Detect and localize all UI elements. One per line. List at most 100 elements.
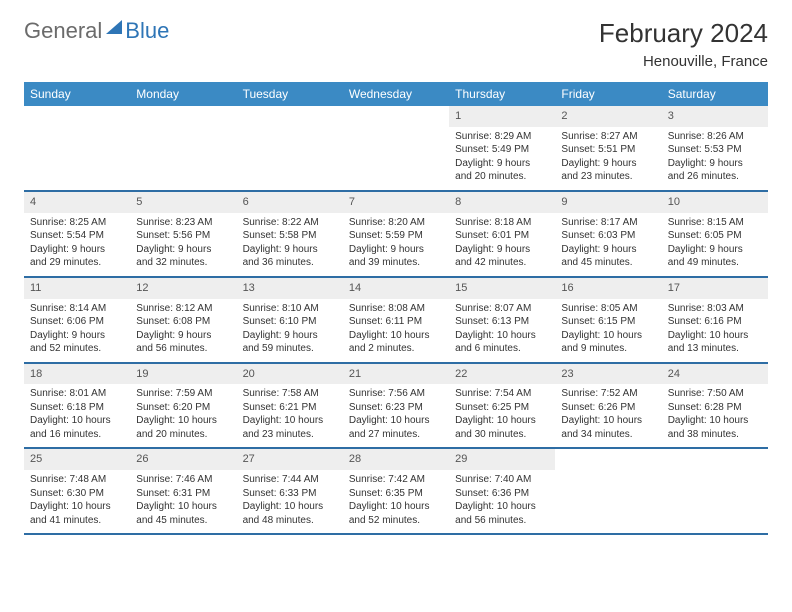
day-cell: 10Sunrise: 8:15 AMSunset: 6:05 PMDayligh…	[662, 192, 768, 276]
daylight-line-2: and 26 minutes.	[668, 170, 762, 184]
day-cell: 22Sunrise: 7:54 AMSunset: 6:25 PMDayligh…	[449, 364, 555, 448]
sunset-line: Sunset: 6:36 PM	[455, 487, 549, 501]
sunset-line: Sunset: 6:23 PM	[349, 401, 443, 415]
sunrise-line: Sunrise: 7:50 AM	[668, 387, 762, 401]
day-cell: 17Sunrise: 8:03 AMSunset: 6:16 PMDayligh…	[662, 278, 768, 362]
sunset-line: Sunset: 5:51 PM	[561, 143, 655, 157]
day-number: 23	[555, 364, 661, 385]
daylight-line-1: Daylight: 10 hours	[136, 500, 230, 514]
day-number: 26	[130, 449, 236, 470]
sunset-line: Sunset: 6:03 PM	[561, 229, 655, 243]
sunrise-line: Sunrise: 8:23 AM	[136, 216, 230, 230]
day-number-empty	[24, 106, 130, 125]
sunrise-line: Sunrise: 8:26 AM	[668, 130, 762, 144]
day-number-empty	[555, 449, 661, 468]
sunset-line: Sunset: 5:49 PM	[455, 143, 549, 157]
sunset-line: Sunset: 6:10 PM	[243, 315, 337, 329]
weekday-header-row: SundayMondayTuesdayWednesdayThursdayFrid…	[24, 82, 768, 106]
weekday-header: Monday	[130, 82, 236, 106]
sunrise-line: Sunrise: 7:54 AM	[455, 387, 549, 401]
day-body: Sunrise: 7:52 AMSunset: 6:26 PMDaylight:…	[555, 384, 661, 447]
day-number: 2	[555, 106, 661, 127]
day-body: Sunrise: 8:01 AMSunset: 6:18 PMDaylight:…	[24, 384, 130, 447]
daylight-line-1: Daylight: 9 hours	[243, 243, 337, 257]
daylight-line-2: and 16 minutes.	[30, 428, 124, 442]
logo-text-gray: General	[24, 18, 102, 44]
day-body: Sunrise: 7:50 AMSunset: 6:28 PMDaylight:…	[662, 384, 768, 447]
sunrise-line: Sunrise: 7:56 AM	[349, 387, 443, 401]
day-cell: 29Sunrise: 7:40 AMSunset: 6:36 PMDayligh…	[449, 449, 555, 533]
day-cell: 16Sunrise: 8:05 AMSunset: 6:15 PMDayligh…	[555, 278, 661, 362]
day-body: Sunrise: 7:54 AMSunset: 6:25 PMDaylight:…	[449, 384, 555, 447]
logo: General Blue	[24, 18, 169, 44]
daylight-line-1: Daylight: 10 hours	[561, 329, 655, 343]
sunrise-line: Sunrise: 8:07 AM	[455, 302, 549, 316]
day-number: 10	[662, 192, 768, 213]
sunset-line: Sunset: 5:56 PM	[136, 229, 230, 243]
day-number: 19	[130, 364, 236, 385]
sunrise-line: Sunrise: 8:14 AM	[30, 302, 124, 316]
daylight-line-2: and 34 minutes.	[561, 428, 655, 442]
day-body: Sunrise: 8:08 AMSunset: 6:11 PMDaylight:…	[343, 299, 449, 362]
sunrise-line: Sunrise: 7:59 AM	[136, 387, 230, 401]
day-body: Sunrise: 7:46 AMSunset: 6:31 PMDaylight:…	[130, 470, 236, 533]
sunrise-line: Sunrise: 8:08 AM	[349, 302, 443, 316]
sunset-line: Sunset: 5:53 PM	[668, 143, 762, 157]
weeks-container: 1 Sunrise: 8:29 AMSunset: 5:49 PM Daylight…	[24, 106, 768, 535]
week-row: 1 Sunrise: 8:29 AMSunset: 5:49 PM Daylight…	[24, 106, 768, 192]
weekday-header: Sunday	[24, 82, 130, 106]
sunrise-line: Sunrise: 8:29 AM	[455, 130, 549, 144]
daylight-line-2: and 56 minutes.	[455, 514, 549, 528]
sunrise-line: Sunrise: 8:20 AM	[349, 216, 443, 230]
day-number-empty	[662, 449, 768, 468]
daylight-line-2: and 48 minutes.	[243, 514, 337, 528]
daylight-line-2: and 52 minutes.	[30, 342, 124, 356]
daylight-line-2: and 42 minutes.	[455, 256, 549, 270]
daylight-line-1: Daylight: 10 hours	[136, 414, 230, 428]
daylight-line-1: Daylight: 10 hours	[30, 414, 124, 428]
day-cell: 14Sunrise: 8:08 AMSunset: 6:11 PMDayligh…	[343, 278, 449, 362]
day-body: Sunrise: 8:17 AMSunset: 6:03 PMDaylight:…	[555, 213, 661, 276]
day-cell: 24Sunrise: 7:50 AMSunset: 6:28 PMDayligh…	[662, 364, 768, 448]
sunrise-line: Sunrise: 7:58 AM	[243, 387, 337, 401]
daylight-line-1: Daylight: 9 hours	[136, 243, 230, 257]
daylight-line-2: and 23 minutes.	[561, 170, 655, 184]
day-body: Sunrise: 7:40 AMSunset: 6:36 PMDaylight:…	[449, 470, 555, 533]
sunrise-line: Sunrise: 7:40 AM	[455, 473, 549, 487]
sunrise-line: Sunrise: 8:03 AM	[668, 302, 762, 316]
daylight-line-1: Daylight: 9 hours	[668, 243, 762, 257]
day-number: 27	[237, 449, 343, 470]
day-cell: 9Sunrise: 8:17 AMSunset: 6:03 PMDaylight…	[555, 192, 661, 276]
day-body: Sunrise: 8:26 AMSunset: 5:53 PMDaylight:…	[662, 127, 768, 190]
sunset-line: Sunset: 6:06 PM	[30, 315, 124, 329]
daylight-line-2: and 45 minutes.	[561, 256, 655, 270]
daylight-line-1: Daylight: 9 hours	[349, 243, 443, 257]
sunset-line: Sunset: 6:21 PM	[243, 401, 337, 415]
day-number: 11	[24, 278, 130, 299]
daylight-line-1: Daylight: 10 hours	[349, 329, 443, 343]
page-header: General Blue February 2024 Henouville, F…	[24, 18, 768, 70]
daylight-line-2: and 41 minutes.	[30, 514, 124, 528]
daylight-line-1: Daylight: 10 hours	[243, 414, 337, 428]
sunset-line: Sunset: 6:30 PM	[30, 487, 124, 501]
day-number: 20	[237, 364, 343, 385]
daylight-line-2: and 52 minutes.	[349, 514, 443, 528]
daylight-line-2: and 20 minutes.	[136, 428, 230, 442]
day-cell: 2Sunrise: 8:27 AMSunset: 5:51 PMDaylight…	[555, 106, 661, 190]
day-number: 9	[555, 192, 661, 213]
daylight-line-2: and 23 minutes.	[243, 428, 337, 442]
daylight-line-1: Daylight: 9 hours	[668, 157, 762, 171]
sunset-line: Sunset: 6:31 PM	[136, 487, 230, 501]
daylight-line-1: Daylight: 9 hours	[561, 243, 655, 257]
day-body: Sunrise: 8:05 AMSunset: 6:15 PMDaylight:…	[555, 299, 661, 362]
daylight-line-1: Daylight: 10 hours	[561, 414, 655, 428]
calendar-grid: SundayMondayTuesdayWednesdayThursdayFrid…	[24, 82, 768, 535]
month-title: February 2024	[599, 18, 768, 49]
daylight-line-2: and 39 minutes.	[349, 256, 443, 270]
day-cell	[130, 106, 236, 190]
sunset-line: Sunset: 6:26 PM	[561, 401, 655, 415]
day-cell	[662, 449, 768, 533]
daylight-line-2: and 56 minutes.	[136, 342, 230, 356]
day-number: 1	[449, 106, 555, 127]
day-cell: 21Sunrise: 7:56 AMSunset: 6:23 PMDayligh…	[343, 364, 449, 448]
